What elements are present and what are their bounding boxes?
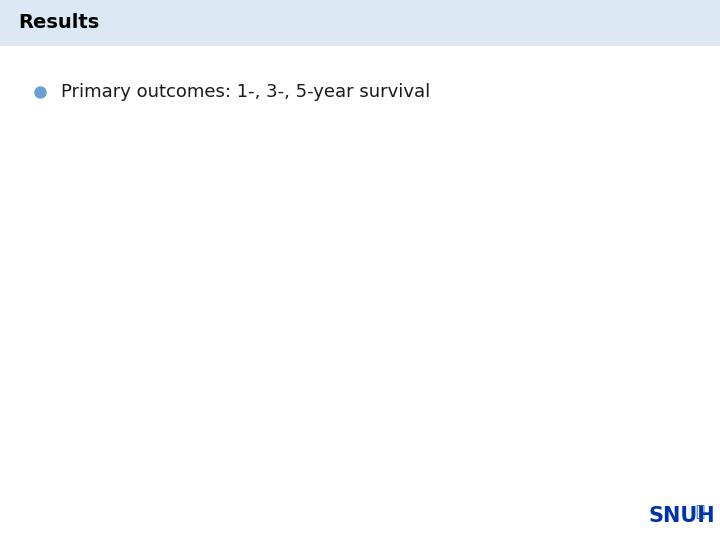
Text: ⛨: ⛨ xyxy=(695,504,704,519)
Text: Results: Results xyxy=(18,14,99,32)
Text: SNUH: SNUH xyxy=(648,505,715,526)
Text: Primary outcomes: 1-, 3-, 5-year survival: Primary outcomes: 1-, 3-, 5-year surviva… xyxy=(61,83,431,101)
FancyBboxPatch shape xyxy=(0,0,720,46)
